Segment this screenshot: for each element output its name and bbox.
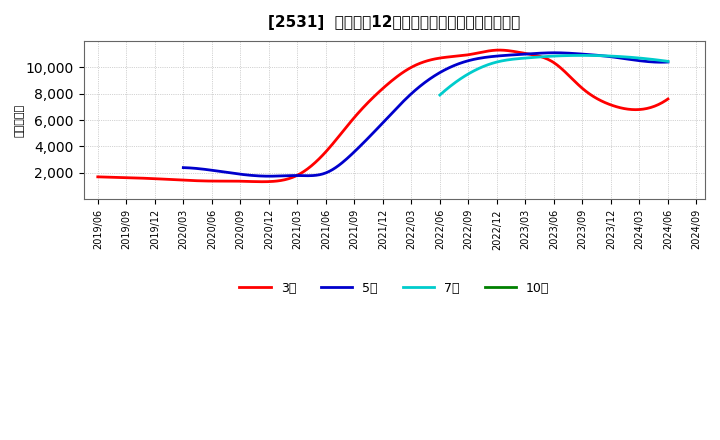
5年 xyxy=(590,52,599,58)
Y-axis label: （百万円）: （百万円） xyxy=(15,103,25,137)
5年 xyxy=(664,59,672,65)
7年 xyxy=(436,92,444,98)
7年 xyxy=(570,53,579,58)
3年 xyxy=(444,54,453,59)
5年 xyxy=(265,173,274,179)
3年 xyxy=(614,105,623,110)
5年 xyxy=(477,55,486,61)
5年 xyxy=(469,57,478,62)
Line: 5年: 5年 xyxy=(184,53,668,176)
7年 xyxy=(436,92,445,97)
7年 xyxy=(575,53,584,58)
7年 xyxy=(664,59,672,64)
3年 xyxy=(433,56,441,61)
7年 xyxy=(629,55,637,60)
5年 xyxy=(181,165,189,170)
3年 xyxy=(578,85,587,91)
5年 xyxy=(550,50,559,55)
3年 xyxy=(435,55,444,61)
5年 xyxy=(467,57,476,62)
7年 xyxy=(572,53,580,58)
7年 xyxy=(643,56,652,62)
Line: 7年: 7年 xyxy=(440,55,668,95)
Line: 3年: 3年 xyxy=(98,50,668,182)
3年 xyxy=(258,179,266,184)
5年 xyxy=(621,56,630,62)
7年 xyxy=(577,53,586,58)
3年 xyxy=(664,96,672,102)
5年 xyxy=(179,165,188,170)
Title: [2531]  経常利益12か月移動合計の標準偏差の推移: [2531] 経常利益12か月移動合計の標準偏差の推移 xyxy=(268,15,521,30)
3年 xyxy=(95,174,104,180)
3年 xyxy=(94,174,102,180)
Legend: 3年, 5年, 7年, 10年: 3年, 5年, 7年, 10年 xyxy=(235,277,554,300)
3年 xyxy=(496,48,505,53)
